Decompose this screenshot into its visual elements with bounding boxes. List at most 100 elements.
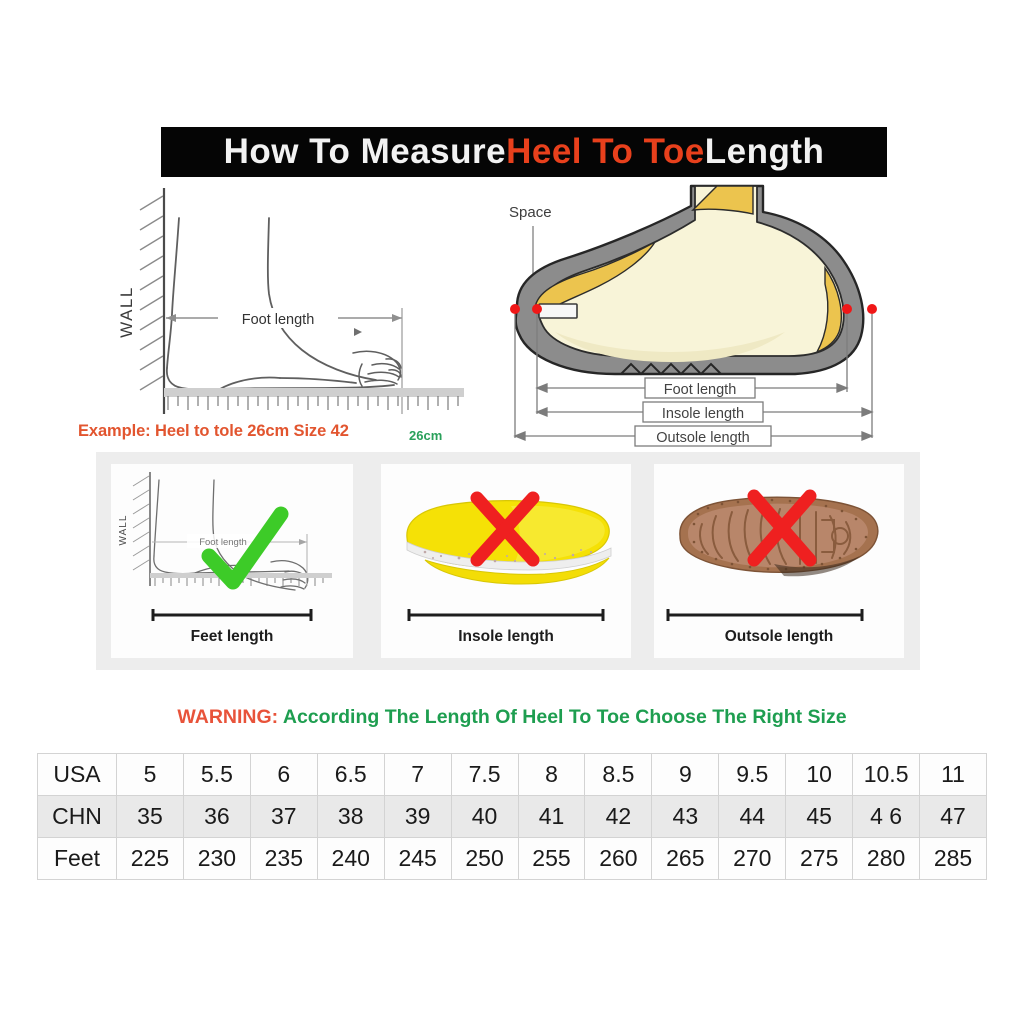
table-cell: 7.5	[450, 753, 519, 796]
dimension-label-insole: Insole length	[662, 406, 744, 422]
warning-line: WARNING: According The Length Of Heel To…	[0, 706, 1024, 729]
tread-zigzag	[620, 362, 722, 376]
panel-inner-label: Foot length	[199, 537, 247, 548]
table-cell: 6.5	[316, 753, 385, 796]
table-cell: 41	[517, 795, 586, 838]
table-cell: 280	[852, 837, 921, 880]
page-title-part1: How To Measure	[223, 132, 507, 171]
comparison-panels-band: WALL Foot length	[96, 452, 920, 670]
cross-icon	[470, 491, 540, 567]
table-cell: 225	[116, 837, 184, 880]
foot-inside-shoe	[537, 185, 845, 357]
table-row-label: USA	[37, 753, 117, 796]
table-cell: 260	[584, 837, 653, 880]
table-cell: 4 6	[852, 795, 921, 838]
table-cell: 8	[517, 753, 586, 796]
table-row: CHN 35 36 37 38 39 40 41 42 43 44 45 4 6 47	[37, 795, 987, 838]
panel-insole-length: Insole length	[381, 464, 631, 658]
toe-liner-accent	[534, 240, 658, 318]
foot-outline	[165, 217, 395, 391]
table-cell: 37	[249, 795, 318, 838]
table-cell: 230	[182, 837, 251, 880]
panel-wall-label: WALL	[118, 515, 129, 546]
table-cell: 10	[785, 753, 854, 796]
table-cell: 265	[651, 837, 720, 880]
table-cell: 43	[651, 795, 720, 838]
panel-inner-measure: Foot length	[152, 534, 307, 548]
insole-texture	[511, 505, 605, 562]
panel-outsole-length: Outsole length	[654, 464, 904, 658]
foot-wall-diagram: WALL	[117, 188, 464, 414]
space-label: Space	[509, 204, 552, 221]
wall-label: WALL	[117, 286, 136, 338]
table-cell: 240	[316, 837, 385, 880]
table-cell: 36	[182, 795, 251, 838]
table-cell: 255	[517, 837, 586, 880]
dimension-label-foot: Foot length	[664, 382, 737, 398]
table-row-label: CHN	[37, 795, 117, 838]
table-cell: 40	[450, 795, 519, 838]
table-cell: 47	[919, 795, 987, 838]
table-cell: 235	[249, 837, 318, 880]
table-cell: 45	[785, 795, 854, 838]
table-cell: 275	[785, 837, 854, 880]
measure-dots	[510, 304, 877, 314]
table-cell: 11	[919, 753, 987, 796]
table-cell: 9	[651, 753, 720, 796]
table-row: Feet 225 230 235 240 245 250 255 260 265 270 275 280…	[37, 837, 987, 880]
example-caption: Example: Heel to tole 26cm Size 42	[78, 422, 349, 440]
foam-speckles	[423, 549, 593, 563]
foot-length-label: Foot length	[242, 312, 315, 328]
dimension-label-outsole: Outsole length	[656, 430, 750, 446]
panel-feet-caption: Feet length	[190, 628, 274, 645]
insole-bottom	[424, 557, 610, 585]
toe-box-marker	[538, 303, 578, 319]
table-cell: 250	[450, 837, 519, 880]
diagram-row: WALL	[0, 182, 1024, 452]
panel-feet-length: WALL Foot length	[111, 464, 353, 658]
table-cell: 38	[316, 795, 385, 838]
panel-insole-rule	[407, 609, 605, 621]
table-cell: 270	[718, 837, 787, 880]
panel-wall-hatching	[132, 475, 150, 571]
tread-pattern	[699, 508, 852, 565]
table-row-label: Feet	[37, 837, 117, 880]
table-cell: 285	[919, 837, 987, 880]
table-cell: 6	[249, 753, 318, 796]
table-cell: 5.5	[182, 753, 251, 796]
table-cell: 7	[383, 753, 452, 796]
size-conversion-table: USA 5 5.5 6 6.5 7 7.5 8 8.5 9 9.5 10 10.5 11 CHN 35 36 37…	[37, 753, 987, 880]
dimension-lines: Foot length Insole length Outsole length	[513, 314, 874, 447]
table-cell: 42	[584, 795, 653, 838]
panel-outsole-rule	[666, 609, 864, 621]
panel-outsole-caption: Outsole length	[724, 628, 834, 645]
sole-shading	[555, 332, 785, 362]
table-cell: 39	[383, 795, 452, 838]
page-title-part2: Length	[704, 132, 825, 171]
table-cell: 10.5	[852, 753, 921, 796]
cross-icon	[747, 489, 817, 567]
wall-hatching	[139, 195, 164, 391]
outsole-heel-shadow	[774, 556, 860, 577]
measured-cm-label: 26cm	[409, 428, 443, 443]
table-cell: 9.5	[718, 753, 787, 796]
panel-feet-art: WALL Foot length	[118, 472, 332, 591]
size-table-body: USA 5 5.5 6 6.5 7 7.5 8 8.5 9 9.5 10 10.5 11 CHN 35 36 37…	[37, 753, 987, 880]
table-cell: 44	[718, 795, 787, 838]
panel-insole-art	[406, 491, 612, 585]
panel-outsole-art	[679, 489, 879, 577]
shoe-cross-section-diagram: Space	[509, 184, 877, 447]
page-title-banner: How To Measure Heel To Toe Length	[161, 127, 887, 177]
check-icon	[201, 506, 289, 590]
toes-outline	[352, 350, 402, 387]
warning-label: WARNING:	[177, 706, 279, 728]
panel-feet-rule	[151, 609, 313, 621]
collar-accent	[691, 185, 754, 215]
table-cell: 5	[116, 753, 184, 796]
warning-text: According The Length Of Heel To Toe Choo…	[282, 706, 847, 728]
ruler	[164, 388, 464, 410]
table-cell: 35	[116, 795, 184, 838]
table-cell: 245	[383, 837, 452, 880]
page-title-highlight: Heel To Toe	[506, 132, 705, 171]
panel-insole-caption: Insole length	[458, 628, 554, 645]
